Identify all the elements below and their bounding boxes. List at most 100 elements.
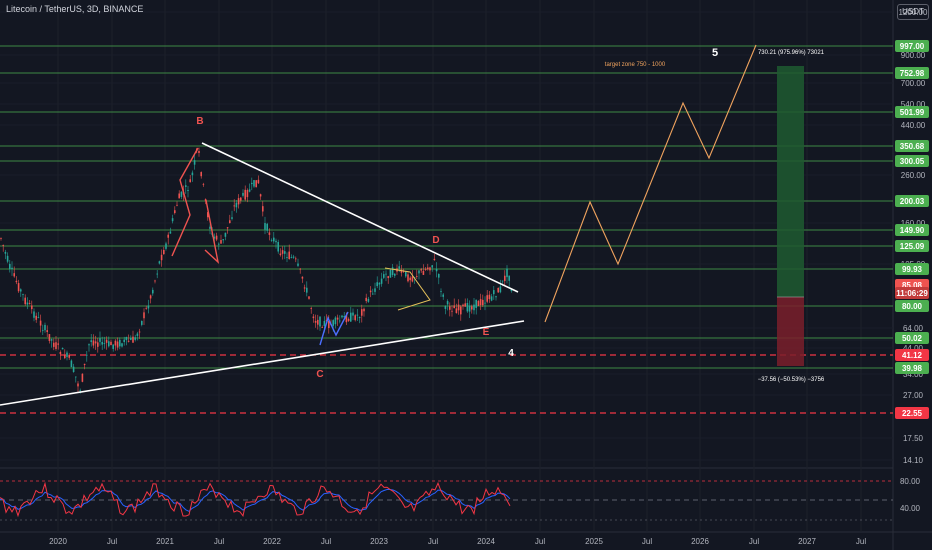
candle-body: [152, 289, 154, 294]
candle-body: [169, 231, 172, 234]
candle-body: [270, 239, 273, 241]
candle-body: [343, 316, 345, 318]
candle-body: [358, 317, 361, 319]
candle-body: [61, 347, 64, 350]
candle-body: [288, 251, 290, 260]
candle-body: [55, 342, 57, 349]
candle-body: [143, 312, 145, 319]
candle-body: [224, 232, 227, 237]
candle-body: [248, 189, 251, 192]
wave-label-5: 5: [712, 47, 718, 59]
price-label-text: 85.08: [902, 281, 923, 290]
wave-label-d: D: [432, 235, 439, 246]
candle-body: [64, 355, 66, 359]
candle-body: [72, 366, 75, 373]
candle-body: [429, 267, 431, 271]
candle-body: [28, 303, 31, 304]
candle-body: [165, 243, 167, 249]
candle-body: [94, 341, 97, 344]
candle-body: [284, 251, 286, 254]
candle-body: [416, 276, 418, 277]
candle-body: [70, 360, 73, 368]
candle-body: [130, 338, 132, 340]
rsi-pane: [0, 480, 893, 521]
candle-body: [200, 172, 202, 177]
price-axis-tick: 34.00: [903, 370, 924, 379]
candle-body: [394, 273, 396, 276]
candle-body: [422, 270, 425, 275]
candle-body: [46, 330, 48, 332]
candle-body: [2, 244, 4, 246]
candle-body: [380, 278, 383, 284]
candle-body: [103, 343, 106, 344]
wave-drawing-red: [171, 147, 199, 257]
candle-body: [141, 320, 143, 325]
price-label-text: 50.02: [902, 334, 923, 343]
candle-body: [176, 204, 178, 206]
candle-body: [171, 218, 174, 222]
candle-body: [510, 289, 513, 292]
price-label-text: 41.12: [902, 351, 923, 360]
candle-body: [275, 240, 277, 243]
candle-body: [471, 306, 473, 310]
candle-body: [495, 296, 497, 298]
descending-trendline: [201, 142, 519, 293]
candle-body: [427, 267, 429, 270]
target-zone-note: target zone 750 - 1000: [605, 62, 666, 68]
candle-body: [301, 276, 304, 279]
candle-body: [259, 194, 262, 197]
candle-body: [242, 192, 244, 196]
candle-body: [391, 267, 394, 275]
candle-body: [246, 190, 249, 198]
price-label-text: 125.09: [900, 242, 925, 251]
price-axis-tick: 900.00: [901, 51, 926, 60]
time-axis[interactable]: 2020 Jul 2021 Jul 2022 Jul 2023 Jul 2024 Jul 2025 J…: [49, 537, 866, 546]
time-axis-label: 2020: [49, 537, 67, 546]
time-axis-label: 2026: [691, 537, 709, 546]
candle-body: [213, 236, 216, 239]
candle-body: [356, 314, 359, 316]
candle-body: [53, 342, 55, 347]
candle-body: [365, 297, 367, 302]
candle-body: [110, 341, 112, 346]
candle-body: [163, 249, 165, 255]
candle-body: [11, 267, 13, 270]
candle-body: [39, 320, 42, 326]
candle-body: [114, 340, 117, 346]
wave-label-4: 4: [508, 348, 514, 359]
candle-body: [411, 276, 414, 282]
candle-body: [22, 294, 24, 296]
candle-body: [328, 320, 330, 329]
candle-body: [477, 300, 480, 306]
long-position-loss-label: −37.56 (−50.53%) −3756: [758, 377, 825, 383]
candle-body: [376, 282, 378, 287]
candle-body: [332, 320, 334, 326]
candle-body: [292, 256, 295, 258]
price-label-text: 22.55: [902, 409, 923, 418]
price-axis[interactable]: 1200.00 900.00 700.00 540.00 440.00 260.00 160…: [895, 8, 929, 513]
candle-body: [48, 334, 51, 341]
currency-button[interactable]: USDT: [897, 4, 929, 20]
price-label-pill: [895, 300, 929, 312]
candle-body: [385, 273, 387, 275]
candle-body: [347, 318, 350, 322]
candle-body: [277, 242, 279, 252]
candle-body: [334, 317, 337, 325]
candle-body: [17, 283, 20, 292]
symbol-title[interactable]: Litecoin / TetherUS, 3D, BINANCE: [6, 4, 144, 14]
candle-body: [31, 305, 33, 310]
time-axis-label: 2027: [798, 537, 816, 546]
candle-body: [125, 336, 128, 341]
candle-body: [501, 280, 504, 282]
candle-body: [460, 306, 462, 315]
candle-body: [446, 301, 449, 305]
candle-body: [108, 341, 110, 347]
candle-body: [431, 265, 433, 268]
candle-body: [418, 270, 420, 274]
candle-body: [444, 306, 447, 309]
candle-body: [409, 277, 411, 281]
price-axis-tick: 1200.00: [899, 8, 928, 17]
candle-body: [354, 315, 356, 321]
